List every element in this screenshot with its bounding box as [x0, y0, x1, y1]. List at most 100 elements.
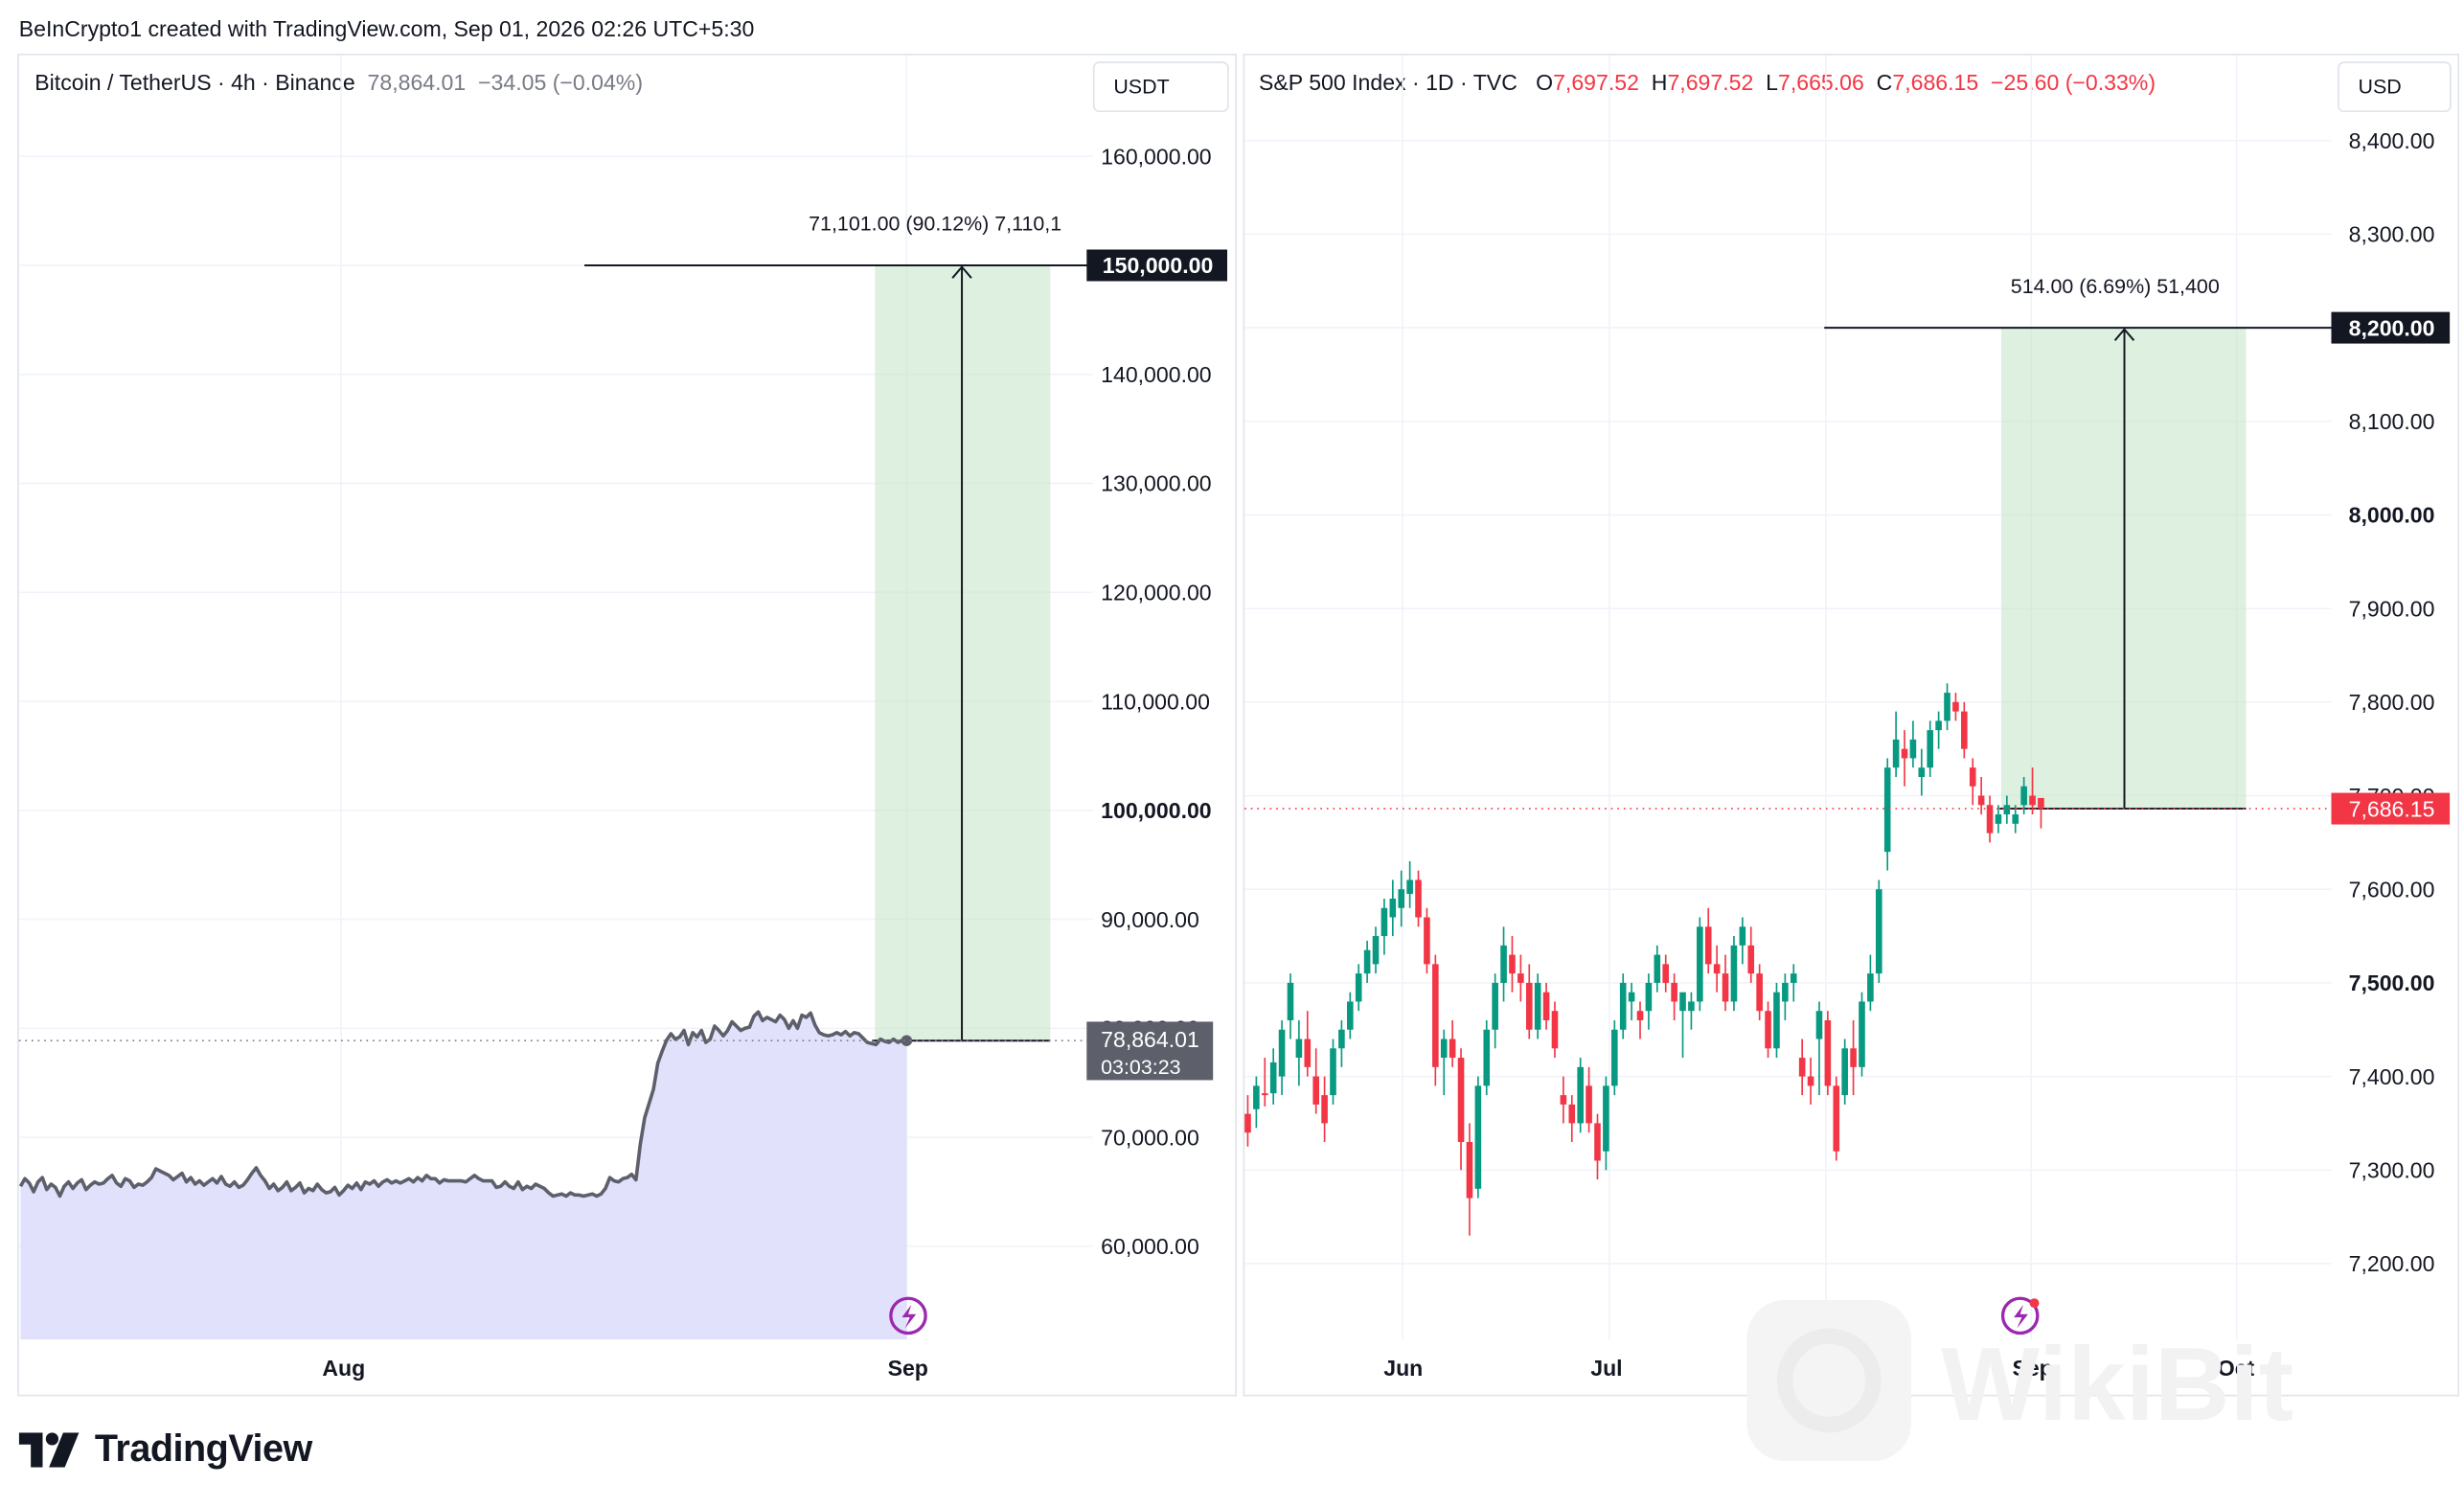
- spx-candle-body: [1636, 1011, 1644, 1020]
- spx-candle-body: [1406, 879, 1413, 895]
- btc-lightning-icon: [889, 1296, 927, 1336]
- spx-candle-body: [1679, 992, 1686, 1012]
- btc-y-tick-label: 130,000.00: [1101, 471, 1212, 496]
- btc-y-tick-label: 70,000.00: [1101, 1125, 1199, 1150]
- btc-currency-button[interactable]: USDT: [1092, 61, 1229, 113]
- spx-candle-body: [1449, 1039, 1456, 1059]
- spx-candle-body: [1986, 805, 1994, 833]
- spx-y-tick-label: 7,300.00: [2349, 1158, 2435, 1183]
- btc-y-tick-label: 110,000.00: [1101, 689, 1210, 714]
- spx-candle-body: [1645, 982, 1653, 1012]
- btc-change: −34.05 (−0.04%): [478, 69, 644, 95]
- spx-candle-body: [1483, 1029, 1491, 1086]
- spx-candle-body: [1765, 1011, 1771, 1049]
- spx-candle-body: [1568, 1104, 1576, 1124]
- spx-candle-body: [1517, 973, 1524, 983]
- btc-y-tick-label: 90,000.00: [1101, 907, 1199, 932]
- btc-last-point: [901, 1035, 913, 1046]
- btc-measure-label: 71,101.00 (90.12%) 7,110,1: [809, 213, 1061, 236]
- spx-candle-body: [1628, 992, 1635, 1002]
- spx-candle-body: [1824, 1019, 1832, 1086]
- spx-candle-body: [1509, 954, 1516, 974]
- spx-candle-body: [1892, 739, 1900, 768]
- spx-candle-body: [1944, 693, 1951, 721]
- spx-change: −25.60 (−0.33%): [1991, 69, 2156, 95]
- spx-candle-body: [1747, 945, 1755, 974]
- spx-candle-body: [1398, 889, 1405, 908]
- lightning-bolt: [901, 1304, 917, 1329]
- spx-candle-body: [1773, 992, 1780, 1049]
- spx-y-tick-label: 8,300.00: [2349, 222, 2435, 247]
- spx-symbol[interactable]: S&P 500 Index · 1D · TVC: [1259, 69, 1517, 95]
- spx-candle-body: [1909, 739, 1917, 759]
- spx-candle-body: [1713, 964, 1721, 974]
- spx-x-tick-label: Oct: [2218, 1356, 2255, 1381]
- spx-candle-body: [1756, 973, 1763, 1012]
- spx-candle-body: [1901, 748, 1908, 759]
- spx-candle-body: [1287, 982, 1294, 1020]
- spx-y-tick-label: 7,400.00: [2349, 1064, 2435, 1089]
- spx-candle-body: [1867, 973, 1874, 1002]
- spx-candle-body: [1500, 945, 1507, 983]
- spx-candle-body: [1457, 1058, 1465, 1142]
- spx-candle-body: [1492, 982, 1498, 1030]
- spx-close: 7,686.15: [1892, 69, 1979, 95]
- btc-y-tick-label: 120,000.00: [1101, 581, 1212, 605]
- btc-y-tick-label: 100,000.00: [1101, 798, 1212, 823]
- notification-dot: [2029, 1298, 2040, 1309]
- spx-candle-body: [1603, 1085, 1609, 1152]
- spx-candle-body: [1782, 982, 1789, 1002]
- lightning-circle: [2000, 1296, 2040, 1336]
- spx-arrow-head: [2113, 328, 2135, 341]
- btc-chart-panel[interactable]: Bitcoin / TetherUS · 4h · Binance 78,864…: [17, 54, 1237, 1397]
- spx-x-tick-label: Aug: [1807, 1356, 1850, 1381]
- spx-candle-body: [1321, 1095, 1328, 1124]
- spx-candle-body: [1372, 936, 1380, 965]
- spx-candle-body: [1304, 1039, 1312, 1067]
- spx-y-tick-label: 8,100.00: [2349, 409, 2435, 434]
- spx-candle-body: [1611, 1029, 1618, 1086]
- spx-candle-body: [1432, 964, 1439, 1067]
- spx-candle-body: [1261, 1093, 1268, 1096]
- btc-target-label: 150,000.00: [1103, 253, 1214, 278]
- spx-candle-body: [1969, 767, 1976, 787]
- spx-candle-body: [1389, 898, 1397, 918]
- spx-chart-panel[interactable]: S&P 500 Index · 1D · TVC O7,697.52 H7,69…: [1243, 54, 2460, 1462]
- btc-chart-svg[interactable]: 71,101.00 (90.12%) 7,110,1 160,000.00 150,…: [18, 55, 1235, 1395]
- btc-y-tick-label: 60,000.00: [1101, 1234, 1199, 1259]
- btc-arrow-head: [951, 265, 972, 279]
- spx-y-tick-label: 7,800.00: [2349, 690, 2435, 715]
- spx-y-tick-label: 7,500.00: [2349, 970, 2435, 995]
- spx-candle-body: [1883, 767, 1891, 853]
- spx-candle-body: [1619, 982, 1627, 1030]
- spx-candle-body: [1935, 720, 1942, 731]
- tradingview-logo[interactable]: TradingView: [18, 1427, 312, 1473]
- spx-y-tick-label: 7,200.00: [2349, 1251, 2435, 1276]
- spx-x-tick-label: Sep: [2012, 1356, 2052, 1381]
- spx-candle-body: [1875, 889, 1882, 974]
- spx-candle-body: [1278, 1029, 1286, 1077]
- chart-credit: BeInCrypto1 created with TradingView.com…: [18, 15, 755, 41]
- spx-last-price-label: 7,686.15: [2349, 796, 2435, 821]
- btc-target-label-box: [1086, 249, 1228, 282]
- spx-candle-body: [2003, 805, 2011, 815]
- spx-candle-body: [1739, 926, 1746, 946]
- spx-currency-button[interactable]: USD: [2338, 61, 2452, 113]
- spx-candle-body: [1730, 945, 1738, 1002]
- btc-symbol[interactable]: Bitcoin / TetherUS · 4h · Binance: [34, 69, 355, 95]
- spx-measure-label: 514.00 (6.69%) 51,400: [2011, 275, 2220, 298]
- spx-candle-body: [2029, 795, 2036, 806]
- btc-last-price-box: [1086, 1021, 1214, 1081]
- spx-chart-svg[interactable]: 514.00 (6.69%) 51,400 8,400.00 8,300.00 8,2…: [1244, 55, 2457, 1395]
- spx-y-tick-label: 7,600.00: [2349, 877, 2435, 902]
- spx-candle-body: [1815, 1011, 1823, 1039]
- spx-candle-body: [1363, 949, 1371, 974]
- spx-candle-body: [1654, 954, 1661, 983]
- spx-candle-body: [1918, 767, 1926, 777]
- spx-candle-body: [1594, 1123, 1601, 1161]
- lightning-bolt: [2014, 1304, 2028, 1329]
- spx-candle-body: [1850, 1048, 1857, 1067]
- spx-target-label: 8,200.00: [2349, 315, 2435, 340]
- spx-candle-body: [1295, 1039, 1303, 1059]
- spx-x-tick-label: Jul: [1590, 1356, 1622, 1381]
